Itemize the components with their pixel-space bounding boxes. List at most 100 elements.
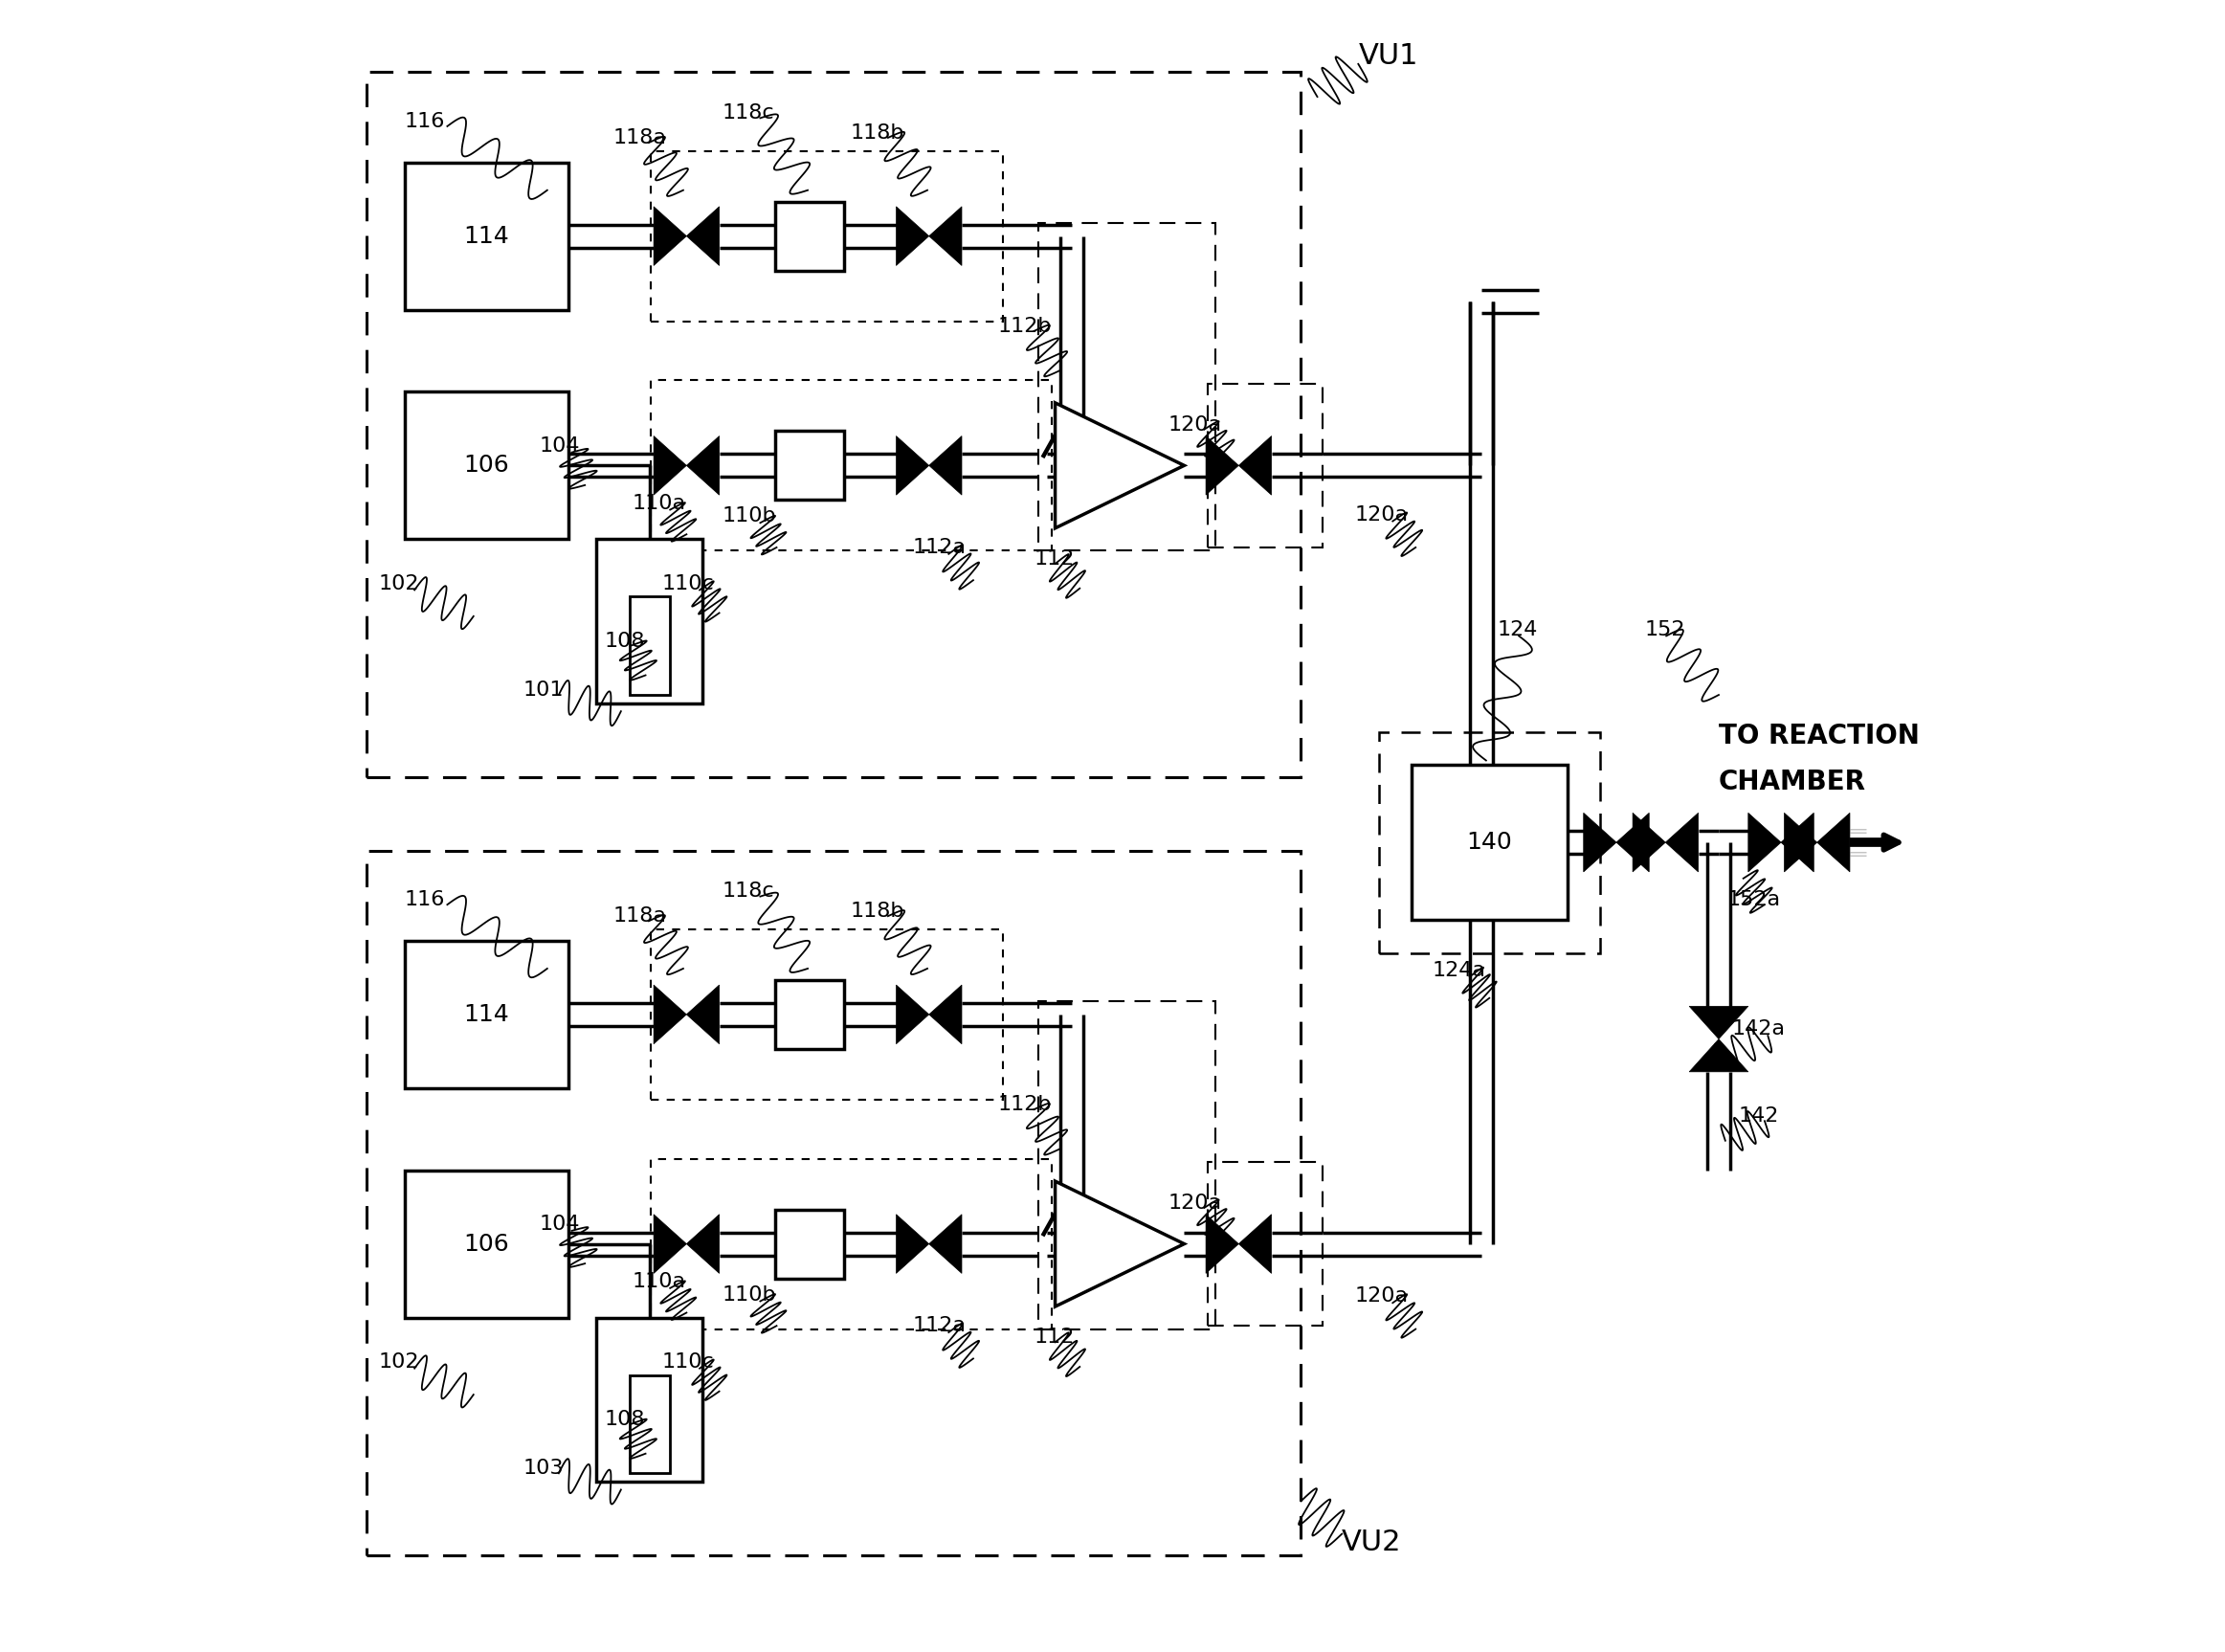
Bar [1039, 223, 1215, 550]
Text: 116: 116 [405, 890, 445, 909]
Text: 104: 104 [538, 436, 581, 456]
Bar [774, 202, 843, 271]
Text: 152: 152 [1644, 620, 1687, 639]
Text: 112b: 112b [997, 317, 1052, 335]
Polygon shape [654, 985, 688, 1044]
Polygon shape [1055, 1181, 1184, 1307]
Polygon shape [1784, 813, 1818, 872]
Bar [1039, 1001, 1215, 1330]
Polygon shape [930, 1214, 961, 1274]
Text: 118c: 118c [723, 882, 774, 900]
Polygon shape [930, 436, 961, 496]
Polygon shape [930, 206, 961, 266]
Bar [405, 392, 570, 539]
Text: 102: 102 [378, 573, 418, 593]
Text: CHAMBER: CHAMBER [1718, 768, 1867, 795]
Polygon shape [1667, 813, 1698, 872]
Bar [596, 1318, 703, 1482]
Text: 108: 108 [605, 1409, 645, 1429]
Polygon shape [1206, 1214, 1239, 1274]
Polygon shape [897, 436, 930, 496]
Text: 118a: 118a [612, 907, 665, 925]
Bar [367, 851, 1302, 1555]
Polygon shape [1780, 813, 1813, 872]
Polygon shape [1584, 813, 1615, 872]
Bar [650, 1158, 1052, 1330]
Text: 142a: 142a [1731, 1019, 1784, 1039]
Text: 140: 140 [1466, 831, 1513, 854]
Text: 110b: 110b [723, 1285, 777, 1303]
Bar [774, 1209, 843, 1279]
Polygon shape [1818, 813, 1849, 872]
Polygon shape [897, 1214, 930, 1274]
Text: 104: 104 [538, 1214, 581, 1234]
Polygon shape [1239, 436, 1270, 496]
Polygon shape [1689, 1039, 1749, 1072]
Bar [650, 380, 1052, 550]
Polygon shape [897, 206, 930, 266]
Text: 110a: 110a [632, 1272, 685, 1292]
Text: 106: 106 [463, 454, 510, 477]
Polygon shape [1633, 813, 1667, 872]
Text: 118b: 118b [850, 902, 903, 920]
Text: 110b: 110b [723, 507, 777, 525]
Text: 120a: 120a [1168, 415, 1222, 434]
Bar [405, 1170, 570, 1318]
Bar [596, 539, 703, 704]
Polygon shape [897, 985, 930, 1044]
Polygon shape [1239, 1214, 1270, 1274]
Bar [774, 980, 843, 1049]
Text: VU2: VU2 [1342, 1528, 1402, 1556]
Text: 120a: 120a [1355, 1287, 1408, 1305]
Bar [650, 928, 1003, 1100]
Polygon shape [1689, 1006, 1749, 1039]
Bar [630, 596, 670, 695]
Text: 120a: 120a [1168, 1193, 1222, 1213]
Text: 118b: 118b [850, 124, 903, 142]
Bar [650, 150, 1003, 320]
Text: 112b: 112b [997, 1095, 1052, 1113]
Polygon shape [654, 206, 688, 266]
Text: 118a: 118a [612, 129, 665, 147]
Text: 108: 108 [605, 631, 645, 651]
Text: 110a: 110a [632, 494, 685, 512]
Text: 112: 112 [1035, 550, 1075, 568]
Bar [1208, 1161, 1322, 1327]
Text: 124: 124 [1497, 620, 1537, 639]
Text: 118c: 118c [723, 104, 774, 122]
Text: 106: 106 [463, 1232, 510, 1256]
Text: 110c: 110c [661, 573, 714, 593]
Text: 124a: 124a [1433, 960, 1486, 980]
Text: 112a: 112a [912, 1317, 966, 1335]
Bar [405, 940, 570, 1089]
Text: 152a: 152a [1727, 890, 1780, 909]
Bar [630, 1374, 670, 1474]
Text: 101: 101 [523, 681, 563, 699]
Text: 114: 114 [463, 1003, 510, 1026]
Bar [596, 1318, 703, 1482]
Polygon shape [654, 1214, 688, 1274]
Text: 102: 102 [378, 1353, 418, 1371]
Text: 120a: 120a [1355, 506, 1408, 524]
Text: 110c: 110c [661, 1353, 714, 1371]
Bar [405, 162, 570, 311]
Polygon shape [654, 436, 688, 496]
Text: TO REACTION: TO REACTION [1718, 722, 1920, 750]
Bar [1411, 765, 1566, 920]
Text: 112: 112 [1035, 1328, 1075, 1346]
Polygon shape [688, 206, 719, 266]
Text: 114: 114 [463, 225, 510, 248]
Polygon shape [930, 985, 961, 1044]
Text: 103: 103 [523, 1459, 563, 1479]
Text: 112a: 112a [912, 539, 966, 557]
Polygon shape [688, 436, 719, 496]
Polygon shape [1615, 813, 1649, 872]
Bar [774, 431, 843, 501]
Text: 116: 116 [405, 112, 445, 131]
Text: 142: 142 [1738, 1107, 1780, 1125]
Bar [367, 73, 1302, 776]
Text: VU1: VU1 [1357, 41, 1417, 69]
Bar [1208, 383, 1322, 547]
Polygon shape [1206, 436, 1239, 496]
Polygon shape [688, 1214, 719, 1274]
